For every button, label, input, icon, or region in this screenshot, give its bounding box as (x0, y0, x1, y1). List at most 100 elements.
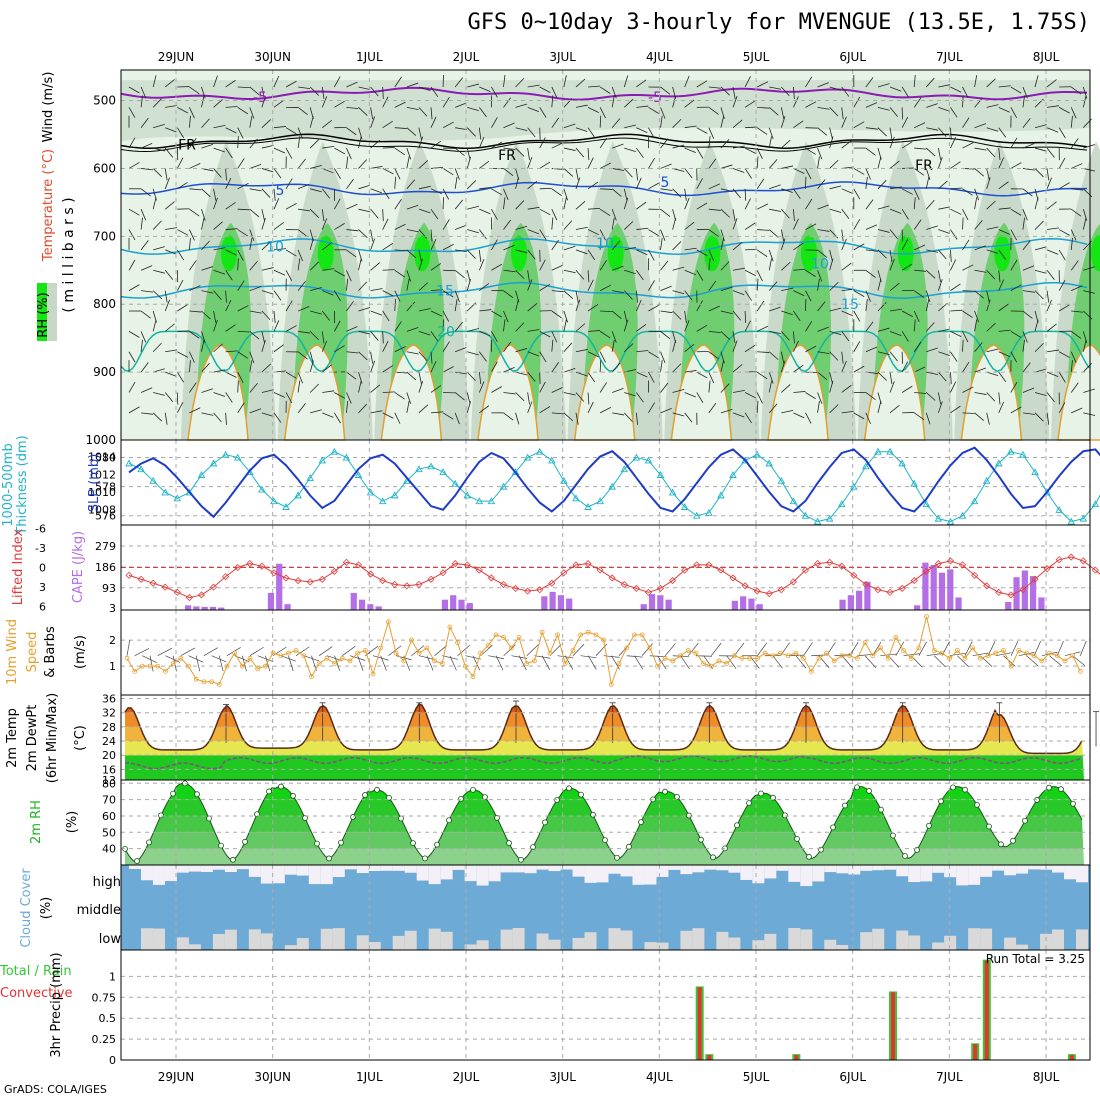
wind-barb (310, 287, 322, 292)
wind-speed-point (455, 640, 460, 646)
wind-barb-10m (265, 655, 271, 672)
wind-barb (297, 380, 301, 393)
wind-barb (406, 147, 412, 160)
wind-barb (382, 391, 395, 393)
wind-barb (889, 308, 902, 312)
temperature-band (125, 703, 1084, 713)
wind-barb (611, 362, 621, 373)
wind-barb (998, 329, 1011, 332)
cloud-low (1052, 929, 1065, 950)
wind-barb (213, 168, 222, 178)
wind-barb (817, 326, 829, 332)
wind-barb (962, 95, 964, 108)
wind-speed-point (693, 650, 699, 656)
temperature-contour-15 (120, 281, 1088, 299)
wind-barb (708, 305, 720, 312)
rh-axis-label-1: 2m RH (29, 800, 44, 844)
wind-barb (563, 392, 576, 396)
cape-tick-label: 186 (95, 561, 116, 574)
wind-barb (877, 327, 890, 332)
wind-barb (744, 412, 752, 424)
wind-speed-point (1047, 650, 1052, 656)
wind-barb (998, 85, 1011, 88)
wind-barb (829, 208, 842, 213)
wind-barb (273, 392, 286, 398)
wind-barb (612, 387, 624, 393)
wind-barb (672, 363, 682, 373)
wind-barb (587, 157, 594, 169)
wind-barb (1022, 310, 1033, 319)
wind-barb (298, 86, 311, 90)
wind-barb (624, 246, 637, 251)
wind-barb (334, 412, 341, 424)
dewpoint-line (124, 755, 1082, 770)
wind-barb (418, 160, 429, 169)
wind-barb (527, 127, 536, 138)
wind-barb (478, 127, 482, 140)
thickness-point (451, 479, 459, 487)
wind-barb (382, 365, 393, 373)
wind-barb (660, 208, 671, 217)
wind-barb (599, 331, 611, 339)
pressure-tick-label: 1000 (85, 433, 116, 447)
contour-label: 10 (266, 240, 284, 256)
cloud-low (800, 929, 813, 950)
rh-point (494, 814, 500, 821)
wind-barb (696, 270, 704, 281)
wind-barb (757, 106, 770, 109)
wind-barb (612, 143, 624, 149)
wind-barb (768, 403, 778, 414)
wind-barb (539, 259, 546, 271)
wind-barb (237, 258, 239, 271)
rh-point (398, 815, 404, 822)
rh-shading-bright (704, 235, 721, 272)
temperature-tick-label: 28 (102, 721, 116, 734)
wind-barb (744, 100, 756, 108)
cloud-low (836, 944, 849, 950)
lifted-index-point (971, 571, 979, 579)
wind-barb-10m (188, 655, 204, 663)
cloud-low (788, 928, 801, 950)
wind-barb (237, 158, 245, 169)
wind-barb (599, 382, 607, 393)
wind-barb (1082, 95, 1087, 108)
wind-barb (430, 208, 439, 220)
wind-barb (563, 310, 568, 323)
wind-speed-point (262, 663, 268, 669)
wind-barb (225, 202, 236, 210)
wind-speed-point (778, 650, 783, 656)
wind-barb (1046, 290, 1050, 303)
rh-point (590, 811, 596, 818)
cape-tick-label: 93 (102, 582, 116, 595)
wind-barb (720, 208, 730, 218)
cloud-low (644, 942, 657, 950)
cloud-high (392, 865, 405, 871)
wind-barb (454, 290, 460, 302)
lifted-index-point (656, 584, 665, 592)
wind-barb (1034, 220, 1044, 230)
wind-barb (285, 147, 293, 159)
wind-barb (225, 290, 227, 303)
lifted-index-point (222, 573, 230, 581)
wind-barb (672, 412, 685, 417)
wind-barb (454, 412, 460, 425)
wind-barb-10m (318, 646, 333, 657)
wind-barb (491, 239, 498, 251)
wind-barb (189, 229, 195, 241)
wind-barb (189, 163, 201, 169)
cloud-high (536, 865, 549, 870)
cape-bar (441, 599, 449, 610)
wind-barb (551, 95, 554, 108)
rh-point (782, 812, 788, 819)
wind-barb (829, 159, 839, 169)
wind-barb (998, 392, 1001, 405)
wind-barb (962, 188, 973, 196)
wind-barb (901, 141, 913, 149)
wind-barb-10m (772, 655, 783, 669)
wind-barb (551, 339, 554, 352)
rh-point (350, 814, 356, 820)
wind-barb (817, 82, 829, 88)
wind-barb (249, 408, 262, 414)
rh-point (806, 853, 812, 860)
wind-barb (877, 278, 882, 291)
